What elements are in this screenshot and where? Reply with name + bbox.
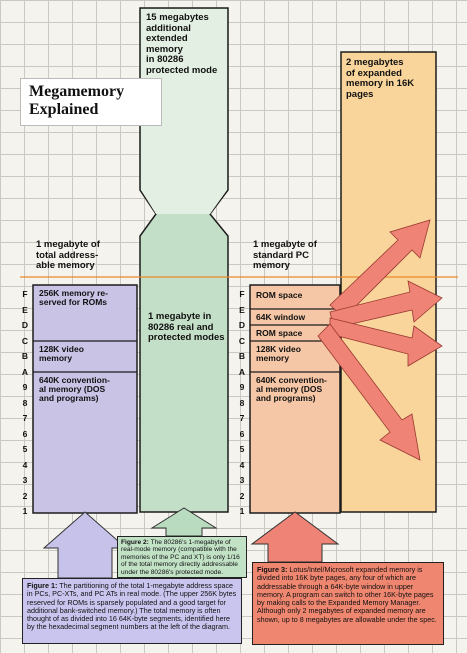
extended-label-line: extended memory xyxy=(146,33,188,55)
rom-space-mid-block: ROM space xyxy=(256,328,303,338)
video-block-line: 128K video xyxy=(39,344,84,354)
segment-number: C xyxy=(21,335,29,346)
conventional-block-line: and programs) xyxy=(39,393,99,403)
up-arrow-green-icon xyxy=(150,507,218,537)
right-conventional-memory-block: 640K convention- al memory (DOS and prog… xyxy=(256,376,338,403)
rom-reserved-block: 256K memory re- served for ROMs xyxy=(39,289,135,307)
video-block-line: memory xyxy=(39,353,73,363)
up-arrow-red-icon xyxy=(250,511,340,563)
diagram-title: Megamemory Explained xyxy=(20,78,162,126)
left-label-line: able memory xyxy=(36,260,95,271)
segment-number: 8 xyxy=(22,397,28,408)
left-video-memory-block: 128K video memory xyxy=(39,345,135,363)
segment-number: E xyxy=(239,304,245,315)
segment-number: 1 xyxy=(22,506,28,516)
extended-label-line: protected mode xyxy=(146,64,218,76)
segment-number: 7 xyxy=(22,413,28,423)
left-label-line: 1 megabyte of xyxy=(36,239,100,250)
middle-label-line: 80286 real and xyxy=(148,321,214,333)
right-label-line: memory xyxy=(253,260,290,271)
expanded-memory-label: 2 megabytes of expanded memory in 16K pa… xyxy=(346,57,434,100)
right-video-memory-block: 128K video memory xyxy=(256,345,338,363)
extended-memory-label: 15 megabytes additional extended memory … xyxy=(146,12,226,76)
segment-number: 4 xyxy=(22,459,28,470)
extended-label-line: 15 megabytes xyxy=(146,12,209,23)
segment-number: 2 xyxy=(239,490,245,501)
conventional-block-line: 640K convention- xyxy=(39,375,110,385)
conventional-block-line: al memory (DOS xyxy=(39,384,106,394)
segment-number: D xyxy=(238,320,246,330)
segment-number: 5 xyxy=(22,444,28,454)
segment-number: F xyxy=(239,289,245,299)
window-64k-block: 64K window xyxy=(256,312,306,322)
right-label-line: standard PC xyxy=(253,249,309,261)
figure-3-label: Figure 3: xyxy=(257,565,288,574)
rom-space-top-block: ROM space xyxy=(256,290,303,300)
conventional-block-line: 640K convention- xyxy=(256,375,327,385)
figure-1-label: Figure 1: xyxy=(27,581,58,590)
segment-number: 9 xyxy=(22,382,28,392)
segment-number: A xyxy=(21,366,29,377)
expanded-label-line: 2 megabytes xyxy=(346,57,404,68)
figure-2-text: The 80286's 1-megabyte of real-mode memo… xyxy=(121,539,240,576)
figure-1-caption: Figure 1: The partitioning of the total … xyxy=(22,578,242,644)
expanded-label-line: of expanded xyxy=(346,67,402,79)
right-label-line: 1 megabyte of xyxy=(253,239,317,250)
video-block-line: 128K video xyxy=(256,344,301,354)
segment-number: F xyxy=(22,289,28,299)
segment-number: C xyxy=(238,335,246,346)
video-block-line: memory xyxy=(256,353,290,363)
expanded-label-line: pages xyxy=(346,88,374,100)
segment-number: 7 xyxy=(239,413,245,423)
standard-pc-memory-column xyxy=(249,284,341,514)
expanded-label-line: memory in 16K xyxy=(346,78,415,89)
figure-2-label: Figure 2: xyxy=(121,539,149,546)
extended-label-line: additional xyxy=(146,22,191,34)
title-line-2: Explained xyxy=(29,101,99,118)
segment-number: 2 xyxy=(22,490,28,501)
segment-number: B xyxy=(21,351,29,361)
figure-3-caption: Figure 3: Lotus/Intel/Microsoft expanded… xyxy=(252,562,444,645)
segment-number: 3 xyxy=(239,475,245,485)
segment-number: 1 xyxy=(239,506,245,516)
title-line-1: Megamemory xyxy=(29,83,125,100)
real-protected-mode-label: 1 megabyte in 80286 real and protected m… xyxy=(148,311,228,344)
segment-number: A xyxy=(238,366,246,377)
segment-number: 6 xyxy=(22,428,28,439)
right-column-label: 1 megabyte of standard PC memory xyxy=(253,239,343,272)
segment-number: 5 xyxy=(239,444,245,454)
segment-number: 9 xyxy=(239,382,245,392)
figure-3-text: Lotus/Intel/Microsoft expanded memory is… xyxy=(257,565,437,624)
segment-number: 3 xyxy=(22,475,28,485)
middle-label-line: 1 megabyte in xyxy=(148,311,212,322)
segment-number: E xyxy=(22,304,28,315)
segment-number: D xyxy=(21,320,29,330)
figure-1-text: The partitioning of the total 1-megabyte… xyxy=(27,581,237,632)
segment-number: 8 xyxy=(239,397,245,408)
figure-2-caption: Figure 2: The 80286's 1-megabyte of real… xyxy=(117,536,247,578)
left-column-label: 1 megabyte of total address- able memory xyxy=(36,239,136,272)
bidirectional-arrow-icon xyxy=(317,219,443,461)
conventional-block-line: al memory (DOS xyxy=(256,384,323,394)
extended-label-line: in 80286 xyxy=(146,54,184,65)
segment-number: 4 xyxy=(239,459,245,470)
rom-block-line: 256K memory re- xyxy=(39,288,108,298)
segment-number: B xyxy=(238,351,246,361)
segment-number: 6 xyxy=(239,428,245,439)
up-arrow-blue-icon xyxy=(42,511,128,579)
rom-block-line: served for ROMs xyxy=(39,297,108,307)
conventional-block-line: and programs) xyxy=(256,393,316,403)
middle-label-line: protected modes xyxy=(148,332,225,343)
left-conventional-memory-block: 640K convention- al memory (DOS and prog… xyxy=(39,376,135,403)
left-label-line: total address- xyxy=(36,249,99,261)
